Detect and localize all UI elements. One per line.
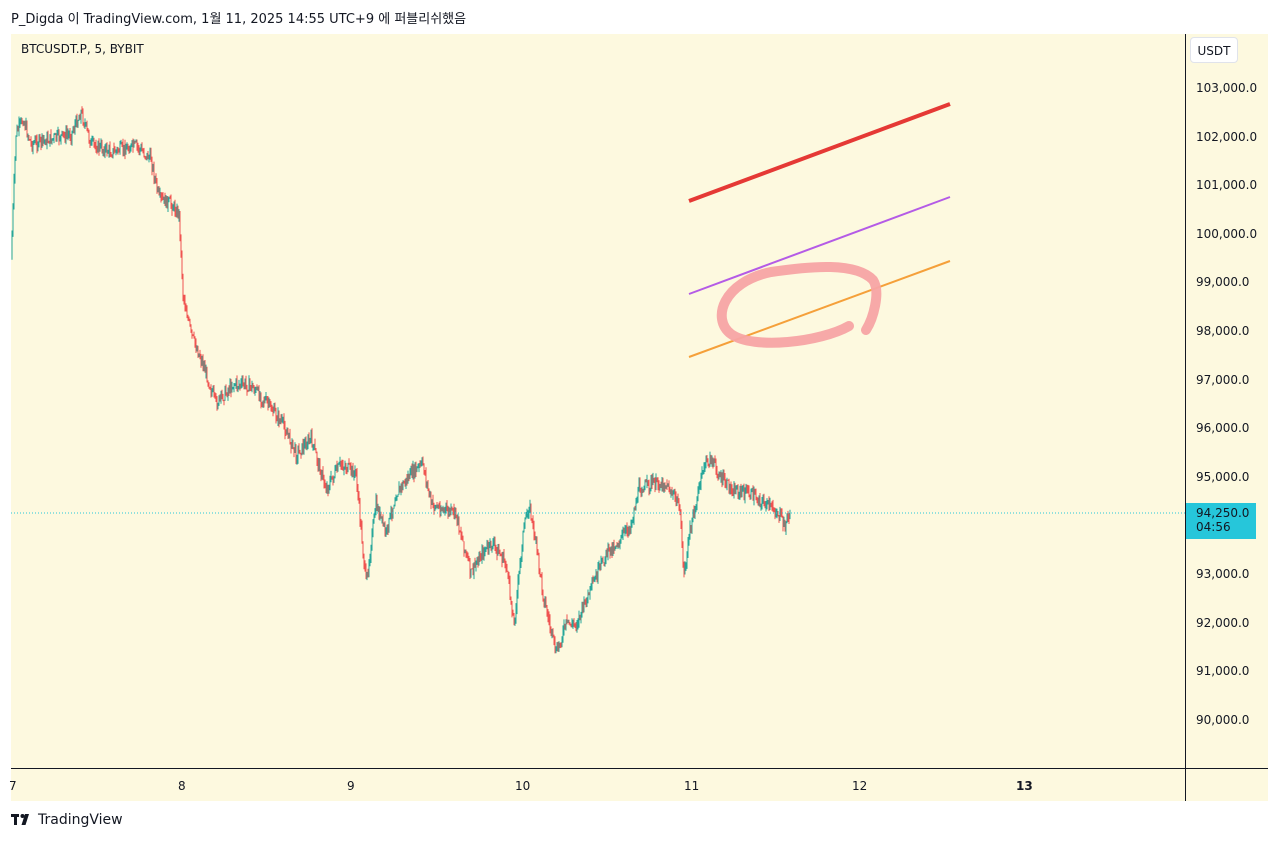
trendline-orange[interactable]: [688, 260, 951, 358]
price-tick: 99,000.0: [1196, 275, 1250, 290]
time-tick: 11: [684, 779, 700, 793]
time-tick: 7: [9, 779, 17, 793]
price-tick: 101,000.0: [1196, 178, 1258, 193]
highlight-circle[interactable]: [716, 261, 882, 348]
countdown-timer: 04:56: [1196, 520, 1231, 534]
price-tick: 95,000.0: [1196, 469, 1250, 484]
price-tick: 103,000.0: [1196, 81, 1258, 95]
time-tick: 8: [178, 779, 186, 793]
price-tick: 100,000.0: [1196, 226, 1258, 241]
time-tick: 13: [1016, 779, 1033, 793]
price-tick: 92,000.0: [1196, 615, 1250, 630]
price-tick: 90,000.0: [1196, 712, 1250, 727]
trendline-red[interactable]: [688, 102, 951, 203]
time-tick: 10: [515, 779, 531, 793]
footer-brand[interactable]: TradingView: [11, 812, 123, 828]
chart-pane[interactable]: BTCUSDT.P, 5, BYBIT: [11, 34, 1185, 768]
symbol-label: BTCUSDT.P, 5, BYBIT: [21, 42, 144, 56]
axis-corner: [1185, 768, 1268, 801]
price-tick: 91,000.0: [1196, 664, 1250, 679]
time-tick: 9: [347, 779, 355, 793]
price-tick: 102,000.0: [1196, 129, 1258, 144]
price-chart-svg[interactable]: [11, 34, 1185, 768]
time-tick: 12: [852, 779, 868, 793]
candles: [11, 106, 791, 654]
trendline-purple[interactable]: [688, 196, 951, 295]
price-axis[interactable]: USDT 103,000.0 102,000.0 101,000.0 100,000.…: [1185, 34, 1268, 768]
price-tick: 93,000.0: [1196, 567, 1250, 581]
last-price-value: 94,250.0: [1196, 506, 1250, 520]
price-tick: 98,000.0: [1196, 324, 1250, 338]
publish-info: P_Digda 이 TradingView.com, 1월 11, 2025 1…: [11, 12, 467, 27]
brand-name: TradingView: [38, 812, 123, 828]
price-tick: 96,000.0: [1196, 421, 1250, 436]
price-tick: 97,000.0: [1196, 372, 1250, 387]
tradingview-logo-icon: [11, 814, 29, 825]
time-axis[interactable]: 7 8 9 10 11 12 13: [9, 768, 1185, 801]
last-price-tag: 94,250.0 04:56: [1186, 503, 1256, 539]
currency-button[interactable]: USDT: [1190, 37, 1238, 63]
